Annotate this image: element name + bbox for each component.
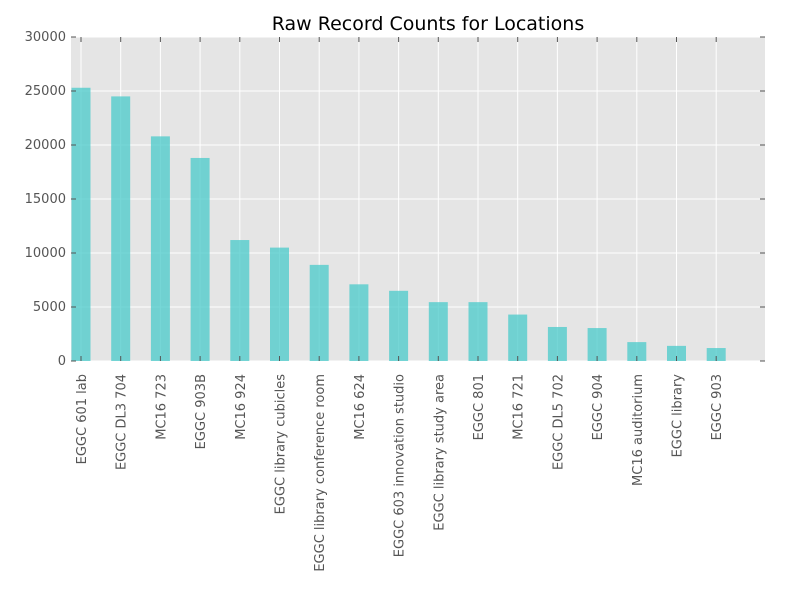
- x-tick-label: MC16 924: [234, 374, 249, 440]
- x-tick-label: EGGC 603 innovation studio: [393, 374, 408, 557]
- x-tick-label: EGGC library conference room: [313, 374, 328, 572]
- bars: [71, 87, 726, 362]
- y-tick-label: 15000: [25, 192, 66, 207]
- y-tick-label: 20000: [25, 138, 66, 153]
- x-tick-label: MC16 723: [154, 374, 169, 440]
- x-tick-label: EGGC library: [671, 374, 686, 458]
- y-tick-label: 5000: [33, 300, 66, 315]
- x-axis: EGGC 601 lab EGGC DL3 704 MC16 723 EGGC 903…: [75, 37, 725, 572]
- bar: [389, 290, 409, 361]
- x-tick-label: EGGC library cubicles: [274, 374, 289, 515]
- bar: [190, 157, 210, 361]
- bar: [468, 302, 488, 361]
- x-tick-label: MC16 auditorium: [631, 374, 646, 486]
- x-tick-label: MC16 721: [512, 374, 527, 440]
- y-axis: 0 5000 10000 15000 20000 25000 30000: [25, 30, 765, 369]
- y-tick-label: 30000: [25, 30, 66, 45]
- bar: [547, 326, 567, 361]
- x-tick-label: MC16 624: [353, 374, 368, 440]
- x-tick-label: EGGC 903: [710, 374, 725, 440]
- bar: [270, 247, 289, 361]
- x-tick-label: EGGC 903B: [194, 374, 209, 449]
- bar: [230, 240, 250, 361]
- y-tick-label: 0: [58, 354, 66, 369]
- bar: [428, 302, 448, 361]
- y-tick-label: 10000: [25, 246, 66, 261]
- bar: [587, 328, 607, 361]
- x-tick-label: EGGC 904: [591, 374, 606, 440]
- x-tick-label: EGGC library study area: [432, 374, 447, 531]
- bar: [706, 348, 726, 361]
- x-tick-label: EGGC 601 lab: [75, 374, 90, 464]
- y-tick-label: 25000: [25, 84, 66, 99]
- bar: [349, 284, 369, 361]
- bar: [71, 87, 91, 361]
- x-tick-label: EGGC DL5 702: [551, 374, 566, 470]
- bar: [627, 342, 647, 361]
- bar: [150, 136, 170, 361]
- bar: [309, 264, 329, 361]
- bar: [111, 96, 131, 362]
- x-tick-label: EGGC DL3 704: [115, 374, 130, 470]
- chart-title: Raw Record Counts for Locations: [272, 13, 584, 35]
- bar: [667, 345, 686, 361]
- bar: [508, 314, 528, 361]
- x-tick-label: EGGC 801: [472, 374, 487, 440]
